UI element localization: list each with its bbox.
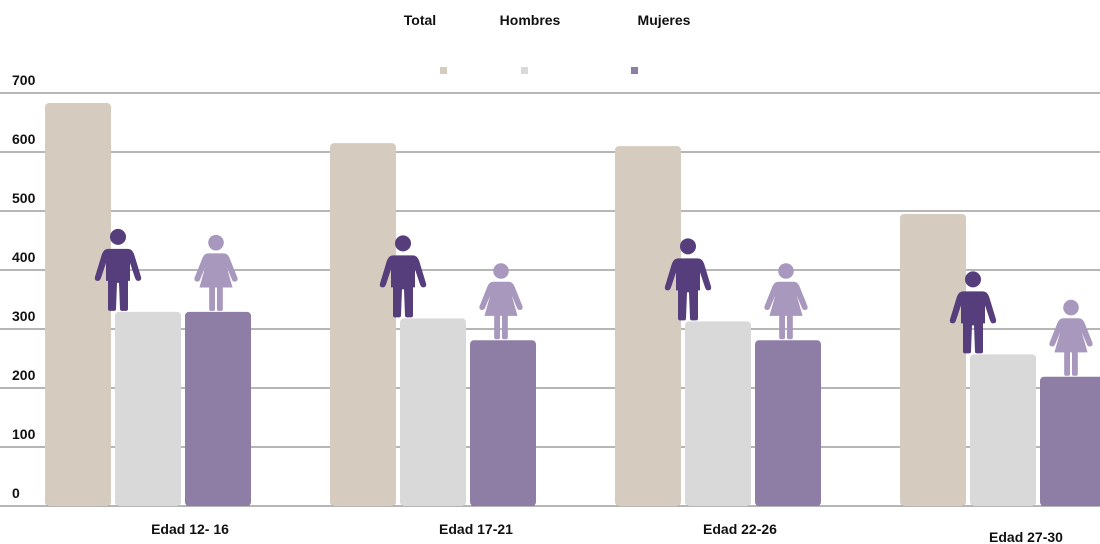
man-icon [379,235,427,318]
y-axis-ticks: 0 100 200 300 400 500 600 700 [12,72,36,501]
woman-icon [479,263,523,340]
legend: Total Hombres Mujeres [404,12,691,74]
x-category-label-3: Edad 22-26 [703,521,777,537]
y-tick-label-400: 400 [12,249,36,265]
bar-total-1 [45,103,111,506]
gridlines [0,92,1100,507]
legend-label-total: Total [404,12,436,28]
legend-label-hombres: Hombres [500,12,561,28]
y-tick-label-0: 0 [12,485,20,501]
bar-mujeres-4 [1040,376,1100,506]
person-icons [94,228,1093,376]
y-tick-label-300: 300 [12,308,36,324]
y-tick-label-100: 100 [12,426,36,442]
bar-hombres-1 [115,311,181,506]
legend-label-mujeres: Mujeres [638,12,691,28]
y-tick-label-500: 500 [12,190,36,206]
woman-icon [764,263,808,340]
x-category-label-2: Edad 17-21 [439,521,513,537]
bar-hombres-4 [970,354,1036,506]
woman-icon [194,234,238,311]
woman-icon [1049,299,1093,376]
legend-swatch-mujeres [631,67,638,74]
bar-mujeres-2 [470,340,536,506]
bar-mujeres-3 [755,340,821,506]
legend-swatch-hombres [521,67,528,74]
legend-swatch-total [440,67,447,74]
bar-mujeres-1 [185,311,251,506]
bar-hombres-2 [400,318,466,506]
bar-total-2 [330,143,396,506]
y-tick-label-700: 700 [12,72,36,88]
x-axis-labels: Edad 12- 16 Edad 17-21 Edad 22-26 Edad 27-3… [151,521,1063,544]
x-category-label-4: Edad 27-30 [989,529,1063,544]
bars [45,103,1100,506]
y-tick-label-200: 200 [12,367,36,383]
bar-total-4 [900,213,966,506]
bar-hombres-3 [685,321,751,506]
x-category-label-1: Edad 12- 16 [151,521,229,537]
y-tick-label-600: 600 [12,131,36,147]
bar-total-3 [615,146,681,506]
man-icon [664,238,712,321]
man-icon [949,271,997,354]
man-icon [94,228,142,311]
